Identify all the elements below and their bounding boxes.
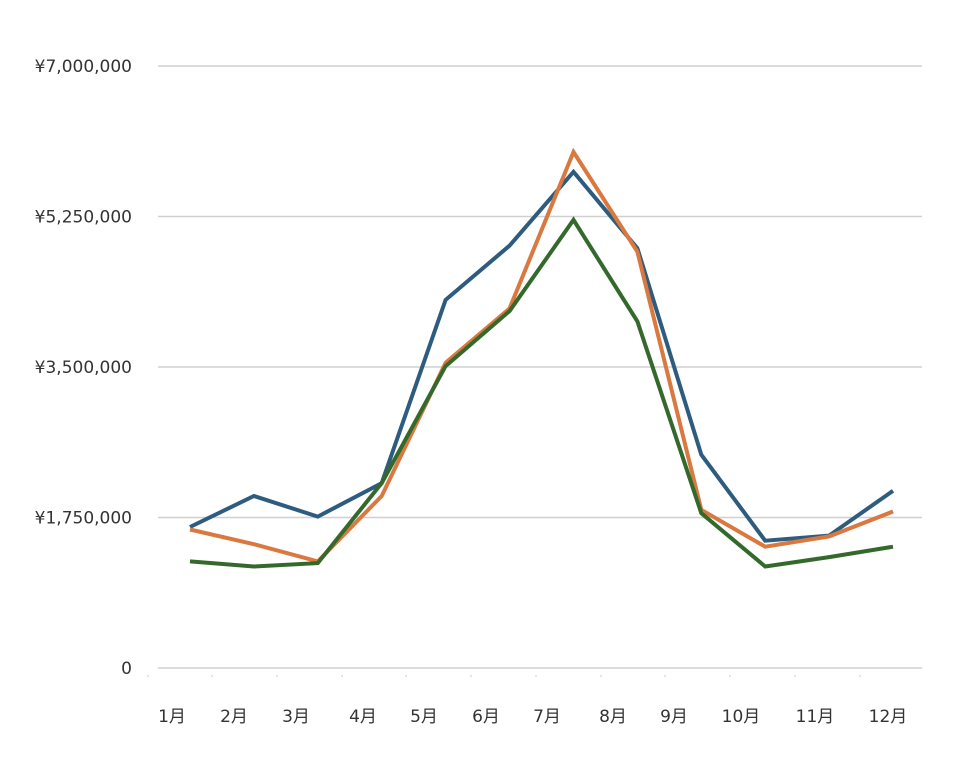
y-tick-label-3: ¥5,250,000 <box>35 208 132 228</box>
x-tick-label-0: 1月 <box>158 707 186 727</box>
y-axis: 0 ¥1,750,000 ¥3,500,000 ¥5,250,000 ¥7,000,00… <box>35 57 132 679</box>
series-layer <box>189 147 895 569</box>
x-tick-label-7: 8月 <box>599 707 627 727</box>
series-line-series-green <box>189 216 894 569</box>
x-tick-label-10: 11月 <box>796 707 835 727</box>
y-tick-label-4: ¥7,000,000 <box>35 57 132 77</box>
x-tick-label-6: 7月 <box>533 707 561 727</box>
x-tick-label-11: 12月 <box>869 707 908 727</box>
x-tick-label-2: 3月 <box>282 707 310 727</box>
y-tick-label-2: ¥3,500,000 <box>35 358 132 378</box>
x-tick-label-5: 6月 <box>472 707 500 727</box>
x-tick-label-1: 2月 <box>220 707 248 727</box>
y-tick-label-1: ¥1,750,000 <box>35 509 132 529</box>
x-tick-label-4: 5月 <box>410 707 438 727</box>
grid-layer <box>158 65 922 669</box>
x-tick-label-3: 4月 <box>349 707 377 727</box>
x-tick-label-9: 10月 <box>722 707 761 727</box>
y-tick-label-0: 0 <box>121 659 132 679</box>
x-axis: 1月 2月 3月 4月 5月 6月 7月 8月 9月 10月 11月 12月 <box>147 675 908 727</box>
series-line-series-blue <box>189 168 895 543</box>
x-tick-label-8: 9月 <box>660 707 688 727</box>
series-line-series-orange <box>189 147 894 564</box>
